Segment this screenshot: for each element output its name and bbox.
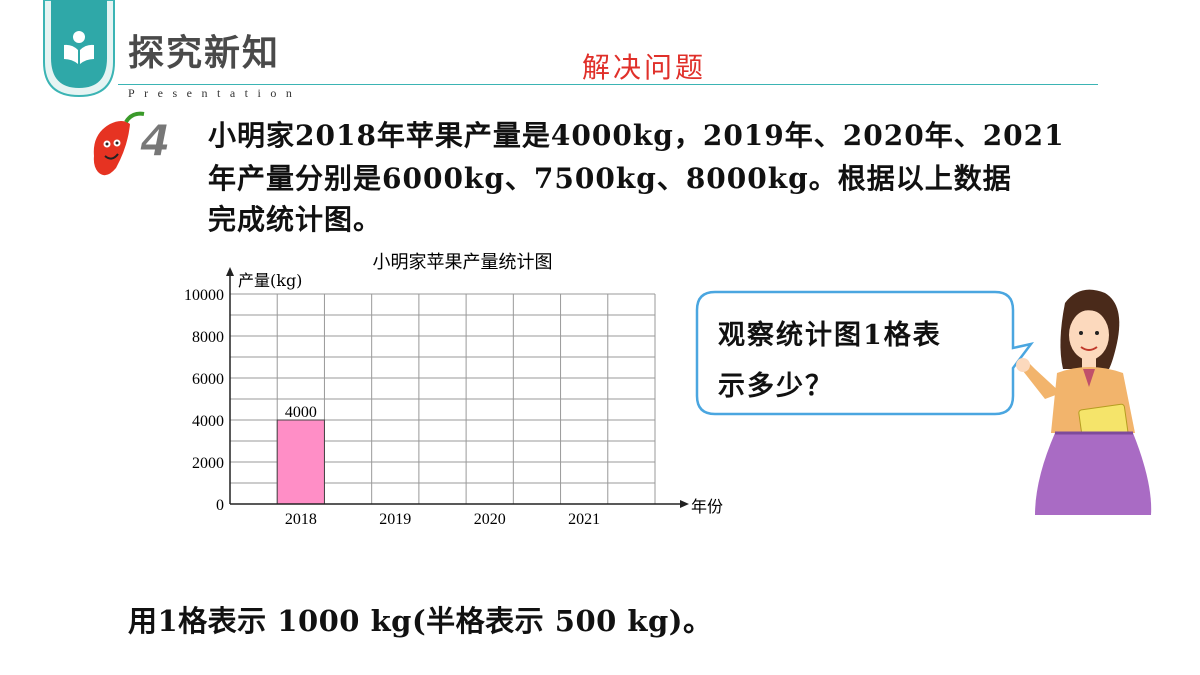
y-tick-label: 2000 xyxy=(192,455,224,472)
x-axis-label: 年份 xyxy=(691,497,723,516)
chart-text: 4000 2018 2019 2020 2021 0 2000 4000 6000 8000 100… xyxy=(184,252,723,528)
problem-number-icon: 4 xyxy=(93,111,171,176)
problem-text-line-2: 年产量分别是6000kg、7500kg、8000kg。根据以上数据 xyxy=(208,162,1012,195)
header-badge xyxy=(43,0,115,98)
page-subtitle: Presentation xyxy=(128,86,302,100)
problem-text-line-3: 完成统计图。 xyxy=(208,203,383,236)
y-tick-label: 0 xyxy=(216,497,224,514)
x-axis-arrow xyxy=(680,500,689,508)
chart-title: 小明家苹果产量统计图 xyxy=(373,252,553,273)
y-axis-arrow xyxy=(226,267,234,276)
x-tick-label: 2021 xyxy=(568,511,600,528)
header-divider xyxy=(118,84,1098,85)
x-tick-label: 2020 xyxy=(474,511,506,528)
teacher-illustration xyxy=(1016,289,1152,515)
chart-axes xyxy=(226,267,689,508)
bubble-text-line-1: 观察统计图1格表 xyxy=(718,320,942,351)
x-tick-label: 2018 xyxy=(285,511,317,528)
bar-data-label: 4000 xyxy=(285,404,317,421)
problem-number: 4 xyxy=(139,116,171,167)
speech-bubble xyxy=(695,290,1035,416)
chart-grid xyxy=(229,293,656,505)
y-tick-label: 10000 xyxy=(184,287,224,304)
reader-icon xyxy=(64,31,94,64)
chart-bars xyxy=(276,419,325,505)
y-tick-label: 8000 xyxy=(192,329,224,346)
y-tick-label: 6000 xyxy=(192,371,224,388)
section-title: 解决问题 xyxy=(582,51,707,84)
page-title: 探究新知 xyxy=(128,33,281,74)
y-tick-label: 4000 xyxy=(192,413,224,430)
problem-text-line-1: 小明家2018年苹果产量是4000kg，2019年、2020年、2021 xyxy=(208,119,1065,152)
x-tick-label: 2019 xyxy=(379,511,411,528)
bubble-text-line-2: 示多少？ xyxy=(718,371,834,402)
bar-chart: 4000 2018 2019 2020 2021 0 2000 4000 6000 8000 100… xyxy=(184,252,723,528)
y-axis-label: 产量(kg) xyxy=(238,271,302,290)
answer-text: 用1格表示 1000 kg(半格表示 500 kg)。 xyxy=(128,604,713,638)
bar xyxy=(276,419,325,505)
